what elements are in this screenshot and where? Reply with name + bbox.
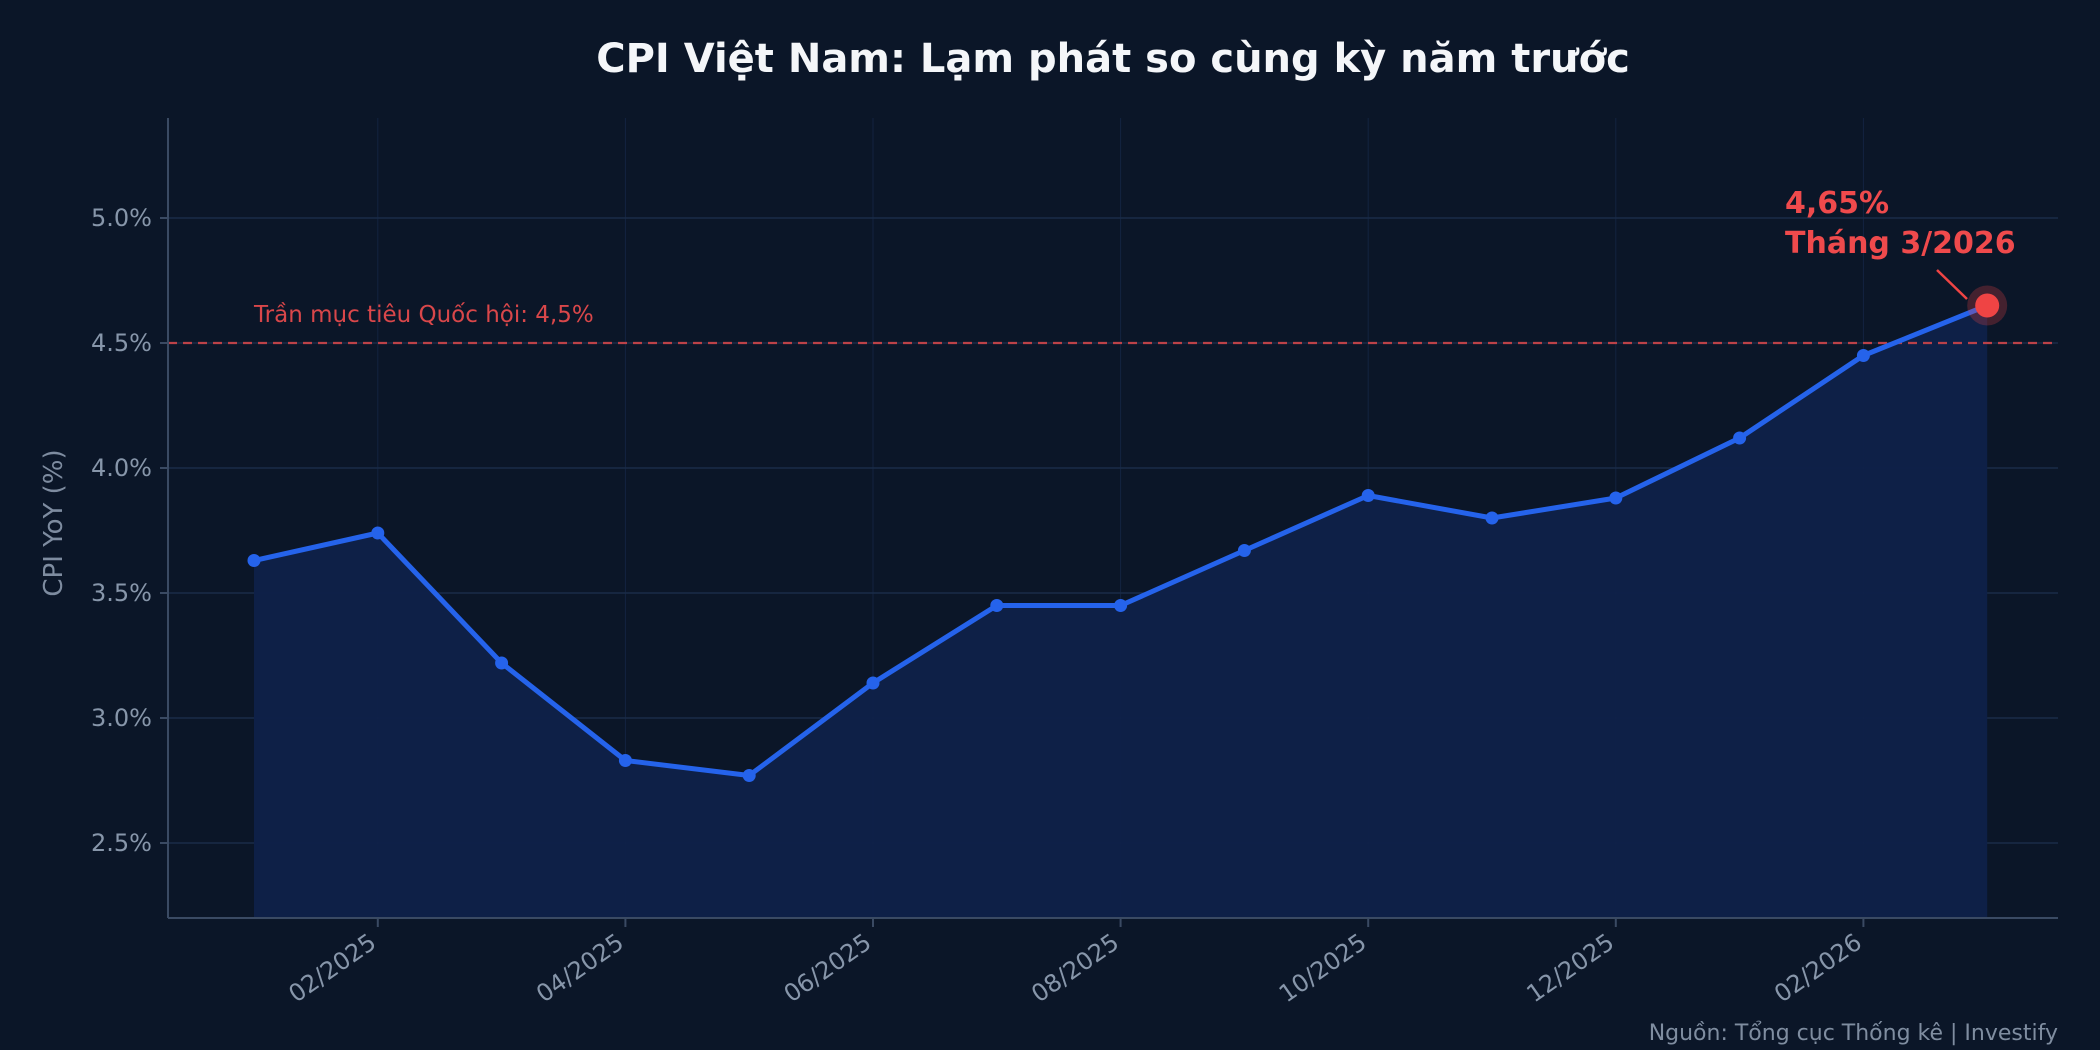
source-note: Nguồn: Tổng cục Thống kê | Investify xyxy=(1649,1021,2058,1046)
annotation-value: 4,65% xyxy=(1785,186,1889,221)
x-ticks: 02/2025 04/2025 06/2025 08/2025 10/2025 12/20… xyxy=(284,918,1867,1008)
series-points xyxy=(247,349,1870,782)
reference-line-label: Trần mục tiêu Quốc hội: 4,5% xyxy=(253,302,594,328)
y-tick-label: 4.0% xyxy=(91,454,152,482)
highlight-point xyxy=(1975,293,2000,318)
x-tick-label: 02/2025 xyxy=(284,928,382,1008)
x-tick-label: 12/2025 xyxy=(1522,928,1620,1008)
data-point xyxy=(1237,544,1251,557)
x-tick-label: 04/2025 xyxy=(531,928,629,1008)
data-point xyxy=(866,676,880,690)
y-tick-label: 4.5% xyxy=(91,329,152,357)
data-point xyxy=(1485,511,1499,525)
y-tick-label: 3.0% xyxy=(91,704,152,732)
data-point xyxy=(990,599,1004,612)
x-tick-label: 10/2025 xyxy=(1274,928,1372,1008)
data-point xyxy=(742,769,756,782)
data-point xyxy=(1856,349,1870,362)
data-point xyxy=(1361,489,1375,502)
data-point xyxy=(618,754,632,767)
data-point xyxy=(1114,599,1128,612)
annotation: 4,65% Tháng 3/2026 xyxy=(1785,186,2016,326)
data-point xyxy=(371,526,385,540)
data-point xyxy=(1733,431,1747,445)
annotation-arrow xyxy=(1936,269,1968,300)
x-tick-label: 02/2026 xyxy=(1769,928,1867,1008)
data-point xyxy=(1609,491,1623,505)
y-tick-label: 5.0% xyxy=(91,204,152,232)
x-tick-label: 06/2025 xyxy=(779,928,877,1008)
axes xyxy=(167,118,2058,919)
y-ticks: 2.5% 3.0% 3.5% 4.0% 4.5% 5.0% xyxy=(91,204,168,857)
y-axis-label: CPI YoY (%) xyxy=(39,449,69,596)
x-tick-label: 08/2025 xyxy=(1026,928,1124,1008)
data-point xyxy=(247,554,261,567)
reference-line-group: Trần mục tiêu Quốc hội: 4,5% xyxy=(168,302,2058,345)
chart-title: CPI Việt Nam: Lạm phát so cùng kỳ năm tr… xyxy=(596,36,1630,82)
annotation-period: Tháng 3/2026 xyxy=(1785,226,2016,261)
y-tick-label: 3.5% xyxy=(91,579,152,607)
data-point xyxy=(495,656,509,670)
y-tick-label: 2.5% xyxy=(91,829,152,857)
